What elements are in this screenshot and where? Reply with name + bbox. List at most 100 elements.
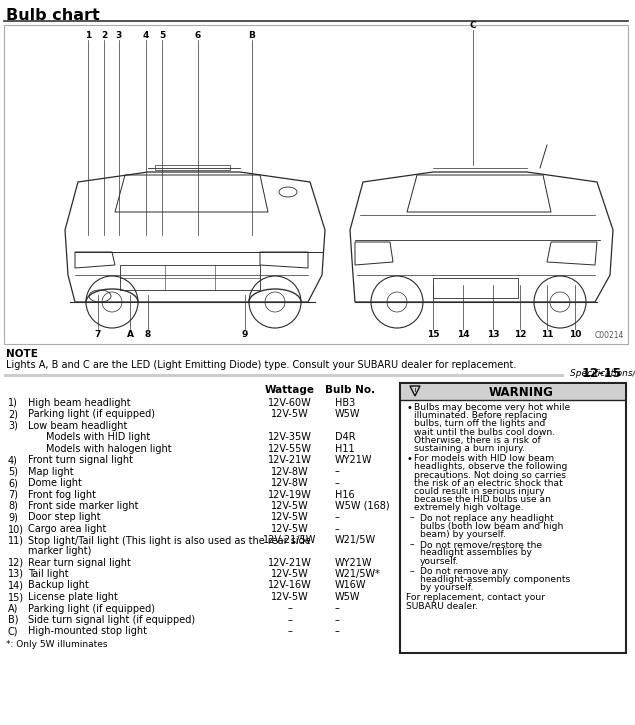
Text: 7: 7 [95,329,101,339]
Text: Front turn signal light: Front turn signal light [28,455,133,465]
Text: 12V-8W: 12V-8W [271,478,309,488]
Text: –: – [410,567,415,576]
Text: •: • [406,403,412,413]
Text: Specifications/Bulb chart: Specifications/Bulb chart [570,368,635,378]
Text: 11: 11 [541,329,553,339]
Text: 2: 2 [101,30,107,39]
Text: 12V-21/5W: 12V-21/5W [264,534,317,544]
Text: wait until the bulbs cool down.: wait until the bulbs cool down. [414,428,555,436]
Text: 12V-21W: 12V-21W [268,558,312,568]
Text: 12V-5W: 12V-5W [271,501,309,511]
Text: –: – [335,524,340,534]
Text: C00214: C00214 [594,331,624,340]
Text: 3: 3 [116,30,122,39]
Text: 11): 11) [8,536,24,545]
Text: Parking light (if equipped): Parking light (if equipped) [28,603,155,613]
Text: 12: 12 [514,329,526,339]
Text: –: – [335,603,340,613]
Text: 15): 15) [8,592,24,602]
Text: 12V-60W: 12V-60W [268,397,312,407]
Text: SUBARU dealer.: SUBARU dealer. [406,602,478,610]
Text: D4R: D4R [335,432,356,442]
Text: Tail light: Tail light [28,569,69,579]
Text: –: – [335,466,340,476]
Text: 9: 9 [242,329,248,339]
Text: Side turn signal light (if equipped): Side turn signal light (if equipped) [28,615,195,625]
Text: C): C) [8,626,18,637]
Text: Front side marker light: Front side marker light [28,501,138,511]
Text: Wattage: Wattage [265,385,315,395]
Text: Low beam headlight: Low beam headlight [28,420,128,431]
Text: bulbs (both low beam and high: bulbs (both low beam and high [420,522,563,531]
Text: For replacement, contact your: For replacement, contact your [406,593,545,602]
Text: 12V-5W: 12V-5W [271,569,309,579]
Text: –: – [335,626,340,637]
Text: 15: 15 [427,329,439,339]
Text: 12V-5W: 12V-5W [271,524,309,534]
Text: WY21W: WY21W [335,558,373,568]
Text: Door step light: Door step light [28,513,100,523]
Bar [4,25,628,344]
Text: –: – [335,478,340,488]
Text: W16W: W16W [335,581,366,590]
Text: HB3: HB3 [335,397,355,407]
Text: illuminated. Before replacing: illuminated. Before replacing [414,411,547,420]
Bar [400,383,626,653]
Text: 14): 14) [8,581,24,590]
Text: 12V-5W: 12V-5W [271,409,309,419]
Text: could result in serious injury: could result in serious injury [414,487,544,496]
Bar [4,374,564,377]
Text: 10: 10 [569,329,581,339]
Text: Do not remove any: Do not remove any [420,567,508,576]
Text: bulbs, turn off the lights and: bulbs, turn off the lights and [414,419,545,428]
Text: sustaining a burn injury.: sustaining a burn injury. [414,444,525,453]
Text: 8): 8) [8,501,18,511]
Text: Lights A, B and C are the LED (Light Emitting Diode) type. Consult your SUBARU d: Lights A, B and C are the LED (Light Emi… [6,360,516,370]
Text: Dome light: Dome light [28,478,82,488]
Text: W21/5W: W21/5W [335,534,376,544]
Text: –: – [335,615,340,625]
Text: B: B [248,30,255,39]
Text: 6: 6 [195,30,201,39]
Text: 1): 1) [8,397,18,407]
Text: 12): 12) [8,558,24,568]
Text: –: – [288,603,293,613]
Text: 5): 5) [8,466,18,476]
Text: precautions. Not doing so carries: precautions. Not doing so carries [414,471,566,480]
Text: •: • [406,454,412,464]
Text: H16: H16 [335,489,354,500]
Text: 12V-5W: 12V-5W [271,513,309,523]
Text: *: Only 5W illuminates: *: Only 5W illuminates [6,640,107,649]
Text: 8: 8 [145,329,151,339]
Text: the risk of an electric shock that: the risk of an electric shock that [414,478,563,488]
Text: –: – [410,513,415,523]
Text: 3): 3) [8,420,18,431]
Text: –: – [288,615,293,625]
Text: W5W: W5W [335,592,361,602]
Text: Stop light/Tail light (This light is also used as the rear side: Stop light/Tail light (This light is als… [28,536,311,545]
Text: headlights, observe the following: headlights, observe the following [414,463,568,471]
Text: Cargo area light: Cargo area light [28,524,107,534]
Text: Do not remove/restore the: Do not remove/restore the [420,540,542,550]
Text: For models with HID low beam: For models with HID low beam [414,454,554,463]
Text: 12-15: 12-15 [582,367,622,379]
Text: –: – [288,626,293,637]
Text: Bulb No.: Bulb No. [325,385,375,395]
Text: W5W (168): W5W (168) [335,501,390,511]
Text: 12V-19W: 12V-19W [268,489,312,500]
Text: W21/5W*: W21/5W* [335,569,381,579]
Text: A): A) [8,603,18,613]
Text: H11: H11 [335,444,354,454]
Text: !: ! [413,387,417,397]
Text: NOTE: NOTE [6,349,38,359]
Text: A: A [126,329,133,339]
Text: Parking light (if equipped): Parking light (if equipped) [28,409,155,419]
Text: 12V-8W: 12V-8W [271,466,309,476]
Text: 12V-21W: 12V-21W [268,455,312,465]
Text: Backup light: Backup light [28,581,89,590]
Text: Do not replace any headlight: Do not replace any headlight [420,513,554,523]
Text: 4: 4 [143,30,149,39]
Text: Models with halogen light: Models with halogen light [46,444,171,454]
Text: headlight assemblies by: headlight assemblies by [420,548,532,558]
Text: 9): 9) [8,513,18,523]
